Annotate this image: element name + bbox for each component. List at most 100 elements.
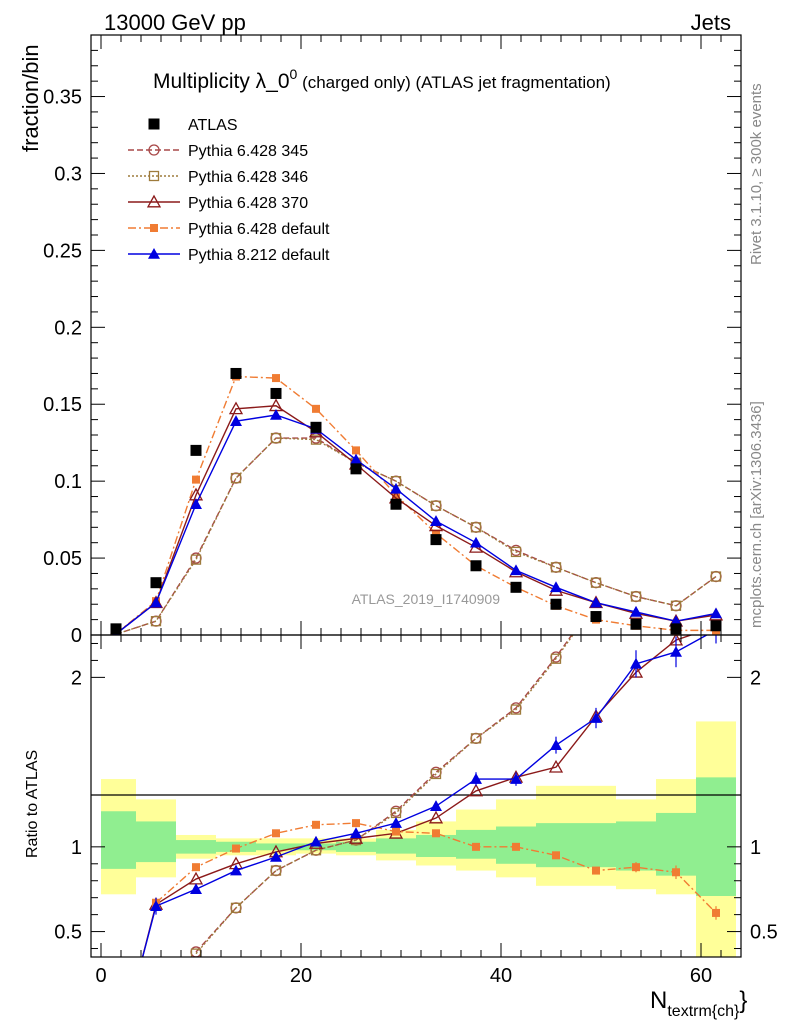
main-title-rest: (charged only) (ATLAS jet fragmentation) [297,73,610,92]
ratio-series-line [195,635,573,953]
ratio-data-point [432,829,440,838]
main-series-line [115,375,716,635]
main-data-point [310,421,322,433]
ratio-data-point [430,800,442,811]
main-data-point [190,444,202,456]
ratio-data-point [390,805,402,817]
ratio-data-point [712,908,720,917]
ratio-band-green [296,843,336,851]
main-data-point [270,432,282,444]
ratio-y-tick-label-right: 1 [750,837,761,859]
ratio-y-tick-label-right: 0.5 [750,922,778,944]
x-tick-label: 40 [490,965,512,987]
main-data-point [192,475,200,484]
legend-marker [148,144,160,156]
x-tick-label: 60 [690,965,712,987]
ratio-frame [90,634,742,958]
main-y-tick-label: 0.1 [54,471,82,493]
x-axis-label-main: N [650,987,667,1014]
main-y-tick-label: 0.2 [54,317,82,339]
ratio-data-point [550,653,562,664]
main-data-point [470,536,482,548]
main-data-point [710,620,722,632]
main-data-point [590,577,602,589]
main-data-point [510,581,522,593]
ratio-bands [101,721,736,957]
ratio-data-point [430,766,442,778]
main-data-point [590,611,602,623]
main-data-point [270,387,282,399]
legend-label: ATLAS [188,117,238,134]
main-data-point [390,498,402,510]
main-data-point [550,561,562,573]
main-panel: 00.050.10.150.20.250.30.35 fraction/bin … [18,34,742,647]
ratio-data-point [390,817,402,828]
ratio-data-point [428,810,444,824]
ratio-data-point [630,657,642,669]
ratio-data-point [670,645,682,657]
ratio-band-green [176,840,216,854]
main-data-point [550,562,562,573]
main-data-point [710,571,722,582]
ratio-data-point [312,820,320,829]
legend-label: Pythia 6.428 346 [188,169,308,186]
main-data-point [110,623,122,635]
main-data-point [392,491,400,499]
main-data-point [230,367,242,379]
main-data-point [390,482,402,494]
main-ticks: 0 0.05 0.1 0.15 0.2 0.25 0.3 0.35 [43,34,741,647]
legend-marker [150,224,158,232]
main-y-tick-label: 0 [71,625,82,647]
ratio-data-point [470,733,482,744]
main-data-point [630,618,642,630]
x-tick-label: 0 [95,965,106,987]
ratio-y-tick-label: 1 [71,837,82,859]
ratio-data-point [350,827,362,839]
ratio-marks [141,635,720,957]
main-data-point [590,596,602,608]
ratio-band-green [101,811,136,869]
rivet-label: Rivet 3.1.10, ≥ 300k events [748,83,765,265]
main-data-point [670,623,682,635]
main-data-point [670,600,682,611]
main-y-tick-label: 0.25 [43,240,82,262]
main-y-tick-label: 0.15 [43,394,82,416]
ratio-data-point [232,844,240,853]
main-data-point [510,564,522,576]
main-series-0 [110,367,722,635]
ratio-data-point [550,739,562,750]
main-y-tick-label: 0.3 [54,163,82,185]
ratio-series-line [141,635,709,957]
main-data-point [510,546,522,558]
ratio-data-point [590,712,602,723]
ratio-data-point [510,773,522,784]
ratio-series-1 [190,635,574,957]
ratio-data-point [150,900,162,911]
main-data-point [150,616,162,627]
x-axis-label: Ntextrm{ch}} [650,987,747,1020]
ratio-data-point [310,835,322,847]
main-data-point [228,401,244,415]
legend: ATLAS Pythia 6.428 345 Pythia 6.428 346 Pyt… [128,117,330,264]
x-axis-label-sub: textrm{ch} [667,1003,740,1020]
main-data-point [630,605,642,617]
ratio-series-0 [190,635,573,957]
ratio-data-point [512,842,520,851]
legend-marker [148,170,160,182]
ratio-data-point [230,864,242,876]
ratio-data-point [430,768,442,780]
mcplots-label: mcplots.cern.ch [arXiv:1306.3436] [748,401,765,628]
ratio-data-point [270,865,282,876]
legend-label: Pythia 6.428 default [188,221,330,238]
legend-label: Pythia 8.212 default [188,247,330,264]
main-data-point [190,498,202,510]
main-series-line [115,437,717,635]
ratio-data-point [468,783,484,797]
main-data-point [430,534,442,546]
ratio-data-point [472,842,480,851]
main-data-point [270,409,282,420]
main-data-point [590,577,602,588]
header-left: 13000 GeV pp [104,10,246,35]
legend-label: Pythia 6.428 370 [188,195,308,212]
ratio-data-point [632,863,640,872]
